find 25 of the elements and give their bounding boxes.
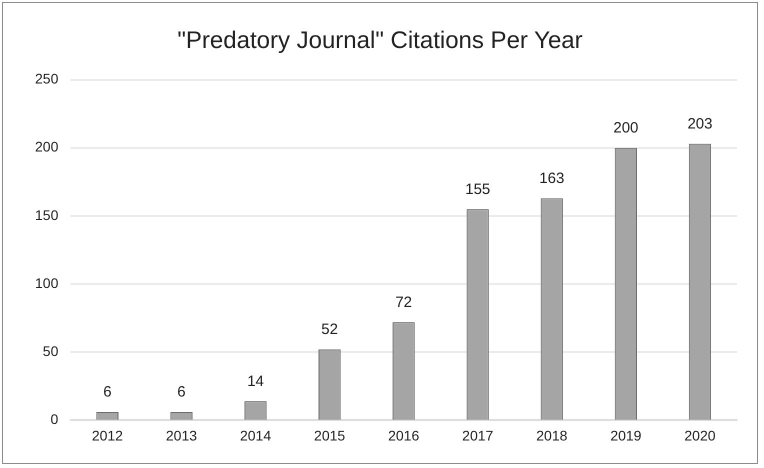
data-label: 14	[247, 372, 264, 390]
y-tick-label: 0	[50, 411, 59, 428]
data-label: 6	[177, 384, 186, 401]
x-tick-label: 2018	[536, 427, 568, 444]
y-tick-label: 50	[42, 342, 59, 359]
x-tick-label: 2017	[462, 427, 494, 444]
y-tick-label: 150	[35, 206, 59, 223]
x-tick-label: 2016	[388, 427, 420, 444]
data-label: 203	[687, 115, 712, 132]
x-tick-label: 2014	[240, 427, 272, 444]
x-tick-label: 2013	[166, 427, 198, 444]
x-tick-label: 2019	[610, 427, 642, 444]
data-label: 72	[395, 294, 412, 311]
chart-title: "Predatory Journal" Citations Per Year	[177, 27, 583, 54]
x-tick-label: 2012	[92, 427, 124, 444]
data-label: 200	[613, 120, 638, 137]
y-tick-label: 200	[35, 138, 59, 155]
x-tick-label: 2015	[314, 427, 346, 444]
y-tick-label: 100	[35, 274, 59, 291]
data-label: 163	[539, 170, 564, 187]
data-label: 155	[465, 180, 490, 198]
data-label: 6	[103, 384, 112, 401]
data-label: 52	[321, 321, 338, 338]
y-tick-label: 250	[35, 70, 59, 87]
x-tick-label: 2020	[684, 427, 716, 444]
